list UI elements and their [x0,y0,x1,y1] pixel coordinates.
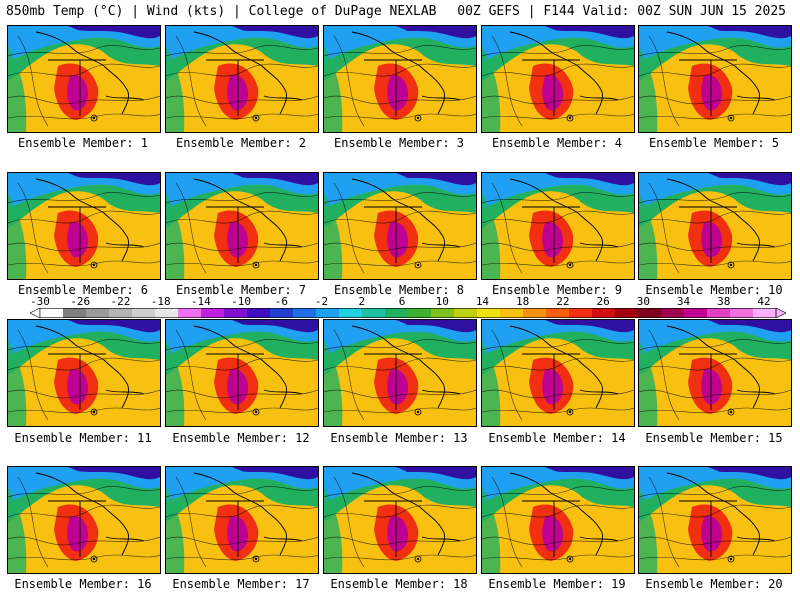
colorbar-tick-label: 30 [636,295,650,308]
colorbar-segment [63,308,87,318]
colorbar-tick-label: -14 [190,295,211,308]
ensemble-member-map [323,466,477,574]
ensemble-member-map [638,466,792,574]
colorbar-segment [385,308,409,318]
colorbar-segment [109,308,133,318]
colorbar-tick-label: 10 [435,295,449,308]
header-run-info: 00Z GEFS | F144 Valid: 00Z SUN JUN 15 20… [457,4,786,19]
ensemble-member-map [165,172,319,280]
colorbar-tick-label: 34 [676,295,691,308]
ensemble-member-label: Ensemble Member: 12 [172,431,310,445]
ensemble-member-label: Ensemble Member: 10 [645,283,783,297]
colorbar-segment [362,308,386,318]
colorbar-tick-label: 38 [717,295,731,308]
colorbar-segment [615,308,639,318]
ensemble-member-label: Ensemble Member: 9 [491,283,623,297]
colorbar-tick-label: 2 [358,295,366,308]
ensemble-member-map [323,25,477,133]
colorbar-tick-label: -18 [150,295,171,308]
colorbar-segment [500,308,524,318]
colorbar-segment [569,308,593,318]
ensemble-member-map [165,466,319,574]
colorbar-tick-label: 26 [596,295,610,308]
temperature-colorbar [30,308,786,318]
colorbar-segment [546,308,570,318]
colorbar-segment [523,308,547,318]
ensemble-member-map [481,25,635,133]
colorbar-segment [86,308,110,318]
colorbar-segment [753,308,777,318]
header-title: 850mb Temp (°C) | Wind (kts) | College o… [6,4,437,19]
ensemble-member-map [638,172,792,280]
ensemble-member-label: Ensemble Member: 7 [175,283,307,297]
ensemble-member-label: Ensemble Member: 3 [333,136,465,150]
ensemble-member-map [7,319,161,427]
ensemble-member-label: Ensemble Member: 11 [14,431,152,445]
ensemble-member-label: Ensemble Member: 2 [175,136,307,150]
colorbar-segment [431,308,455,318]
ensemble-member-map [481,466,635,574]
ensemble-member-label: Ensemble Member: 13 [330,431,468,445]
colorbar-segment [224,308,248,318]
colorbar-segment [201,308,225,318]
ensemble-member-label: Ensemble Member: 1 [17,136,149,150]
colorbar-segment [270,308,294,318]
colorbar-segment [155,308,179,318]
colorbar-segment [40,308,64,318]
colorbar-tick-label: 22 [556,295,570,308]
ensemble-member-map [7,25,161,133]
colorbar-segment [178,308,202,318]
ensemble-member-label: Ensemble Member: 18 [330,577,468,591]
colorbar-max-arrow [775,308,786,318]
ensemble-member-map [638,25,792,133]
colorbar-segment [293,308,317,318]
colorbar-segment [339,308,363,318]
ensemble-member-map [165,319,319,427]
colorbar-segment [132,308,156,318]
ensemble-member-map [165,25,319,133]
ensemble-member-label: Ensemble Member: 17 [172,577,310,591]
colorbar-tick-label: 18 [516,295,530,308]
colorbar-tick-label: -30 [30,295,50,308]
ensemble-member-label: Ensemble Member: 19 [488,577,626,591]
colorbar-tick-label: -6 [274,295,288,308]
colorbar-segment [477,308,501,318]
colorbar-tick-label: 42 [757,295,771,308]
ensemble-member-map [638,319,792,427]
ensemble-member-map [481,319,635,427]
ensemble-member-map [7,172,161,280]
colorbar-segment [707,308,731,318]
colorbar-segment [592,308,616,318]
ensemble-member-map [323,172,477,280]
colorbar-tick-label: 6 [398,295,406,308]
colorbar-segment [730,308,754,318]
ensemble-member-label: Ensemble Member: 8 [333,283,465,297]
colorbar-segment [684,308,708,318]
ensemble-member-map [7,466,161,574]
ensemble-member-label: Ensemble Member: 5 [648,136,780,150]
colorbar-tick-label: -2 [314,295,329,308]
ensemble-member-label: Ensemble Member: 14 [488,431,626,445]
colorbar-segment [408,308,432,318]
ensemble-member-label: Ensemble Member: 15 [645,431,783,445]
colorbar-segment [638,308,662,318]
colorbar-segment [247,308,271,318]
ensemble-member-map [481,172,635,280]
ensemble-member-label: Ensemble Member: 16 [14,577,152,591]
colorbar-tick-label: -22 [110,295,131,308]
colorbar-segment [661,308,685,318]
ensemble-member-map [323,319,477,427]
ensemble-member-label: Ensemble Member: 20 [645,577,783,591]
colorbar-segment [316,308,340,318]
colorbar-tick-label: -10 [231,295,252,308]
ensemble-member-label: Ensemble Member: 6 [17,283,149,297]
colorbar-tick-label: -26 [70,295,91,308]
ensemble-member-label: Ensemble Member: 4 [491,136,623,150]
colorbar-tick-label: 14 [475,295,490,308]
colorbar-min-arrow [30,308,41,318]
colorbar-segment [454,308,478,318]
